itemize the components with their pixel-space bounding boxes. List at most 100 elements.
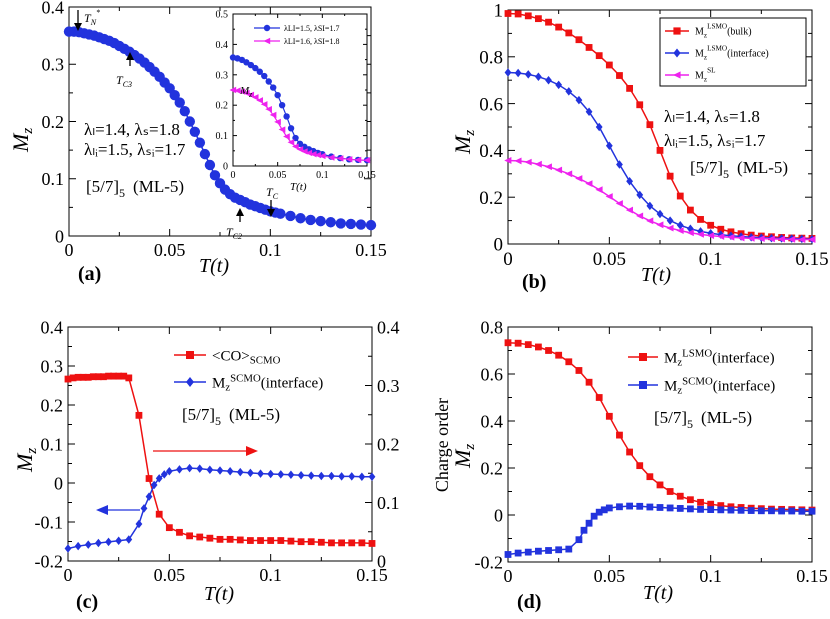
y-tick-label: 0.8 (481, 317, 504, 337)
x-tick-label: 0.05 (154, 240, 186, 260)
data-point (787, 235, 796, 243)
panel-b-ylabel: Mz (450, 130, 478, 155)
data-point (226, 535, 234, 543)
data-point (676, 492, 684, 500)
inset-legend-label: λLI=1.5, λSI=1.7 (284, 24, 339, 33)
data-point (325, 217, 336, 228)
data-point (328, 539, 335, 547)
panel-a-ylabel: Mz (8, 128, 36, 153)
data-point (265, 78, 272, 85)
data-point (277, 537, 285, 544)
y-tick-label: 0 (494, 235, 504, 256)
data-point (69, 374, 77, 382)
data-point (335, 218, 346, 229)
panel-b-xlabel: T(t) (641, 264, 671, 286)
x-tick-label: 0 (503, 249, 513, 270)
legend-marker (263, 24, 271, 32)
data-point (307, 538, 315, 546)
data-point (365, 219, 377, 231)
data-point (274, 118, 281, 126)
data-point (757, 507, 765, 515)
y-tick-label: -0.1 (35, 512, 64, 532)
data-point (666, 224, 674, 232)
data-point (534, 160, 542, 168)
left-axis-arrow (96, 505, 140, 515)
panel-a-lambda-line1: λₗ=1.4, λₛ=1.8 (84, 120, 180, 139)
legend-marker (639, 381, 647, 389)
data-point (687, 206, 694, 214)
y-tick-label: 0.4 (479, 141, 503, 162)
data-point (808, 236, 816, 243)
data-point (585, 180, 593, 188)
data-point (757, 235, 765, 243)
data-point (307, 471, 315, 480)
panel-d-config: [5/7]5 (ML-5) (654, 408, 752, 431)
y-tick-label: 0.6 (481, 364, 504, 384)
data-point (257, 469, 264, 478)
panel-c-config: [5/7]5 (ML-5) (182, 405, 280, 428)
data-point (768, 507, 775, 515)
data-point (590, 512, 598, 520)
data-point (580, 526, 588, 534)
right-axis-arrow (153, 446, 258, 456)
data-point (155, 510, 163, 518)
tc3-annotation: TC3 (116, 52, 134, 89)
data-point (565, 87, 573, 96)
data-point (206, 534, 214, 542)
x-tick-label: 0.05 (593, 249, 626, 270)
data-point (625, 206, 633, 214)
data-point (686, 229, 694, 237)
data-point (226, 467, 234, 476)
data-point (676, 227, 684, 235)
x-tick-label: 0.05 (154, 565, 186, 585)
data-point (196, 533, 204, 541)
data-point (327, 154, 335, 161)
inset-xlabel: T(t) (290, 181, 307, 193)
data-point (646, 201, 654, 211)
data-point (176, 528, 183, 536)
data-point (125, 535, 133, 544)
legend-label: MzSL (695, 67, 716, 84)
data-point (338, 539, 345, 547)
x-tick-label: 0.1 (259, 240, 282, 260)
x-tick-label: 0.15 (795, 249, 828, 270)
data-point (345, 156, 353, 163)
y-tick-label: -0.2 (35, 551, 64, 571)
data-point (514, 549, 522, 557)
panel-b-label: (b) (522, 271, 546, 293)
data-point (317, 538, 325, 546)
data-point (656, 481, 664, 489)
svg-text:TC3: TC3 (116, 73, 132, 89)
data-point (626, 502, 633, 510)
data-point (545, 347, 552, 354)
data-point (278, 126, 286, 133)
data-point (616, 160, 623, 169)
data-point (666, 504, 674, 512)
data-point (348, 472, 356, 481)
data-point (616, 503, 623, 511)
data-point (186, 532, 193, 540)
y-tick-label: 0.5 (216, 10, 229, 21)
y-tick-label: 0.2 (42, 112, 65, 132)
legend-label: MzSCMO(interface) (664, 375, 775, 396)
data-point (798, 236, 806, 243)
data-point (646, 217, 654, 225)
inset-ylabel: Mz (239, 85, 253, 99)
data-point (545, 18, 552, 26)
data-point (135, 519, 143, 529)
data-point (504, 157, 512, 164)
legend-marker (263, 37, 271, 45)
y-right-tick-label: 0 (377, 551, 386, 571)
data-point (635, 212, 644, 220)
y-tick-label: 0.3 (42, 55, 65, 75)
data-point (615, 200, 623, 207)
data-point (565, 170, 573, 178)
panel-a-label: (a) (78, 263, 101, 285)
data-point (747, 234, 755, 242)
data-point (555, 546, 563, 554)
data-point (256, 97, 263, 104)
data-point (514, 10, 522, 18)
data-point (555, 23, 563, 31)
data-point (524, 12, 532, 20)
data-point (358, 539, 366, 547)
